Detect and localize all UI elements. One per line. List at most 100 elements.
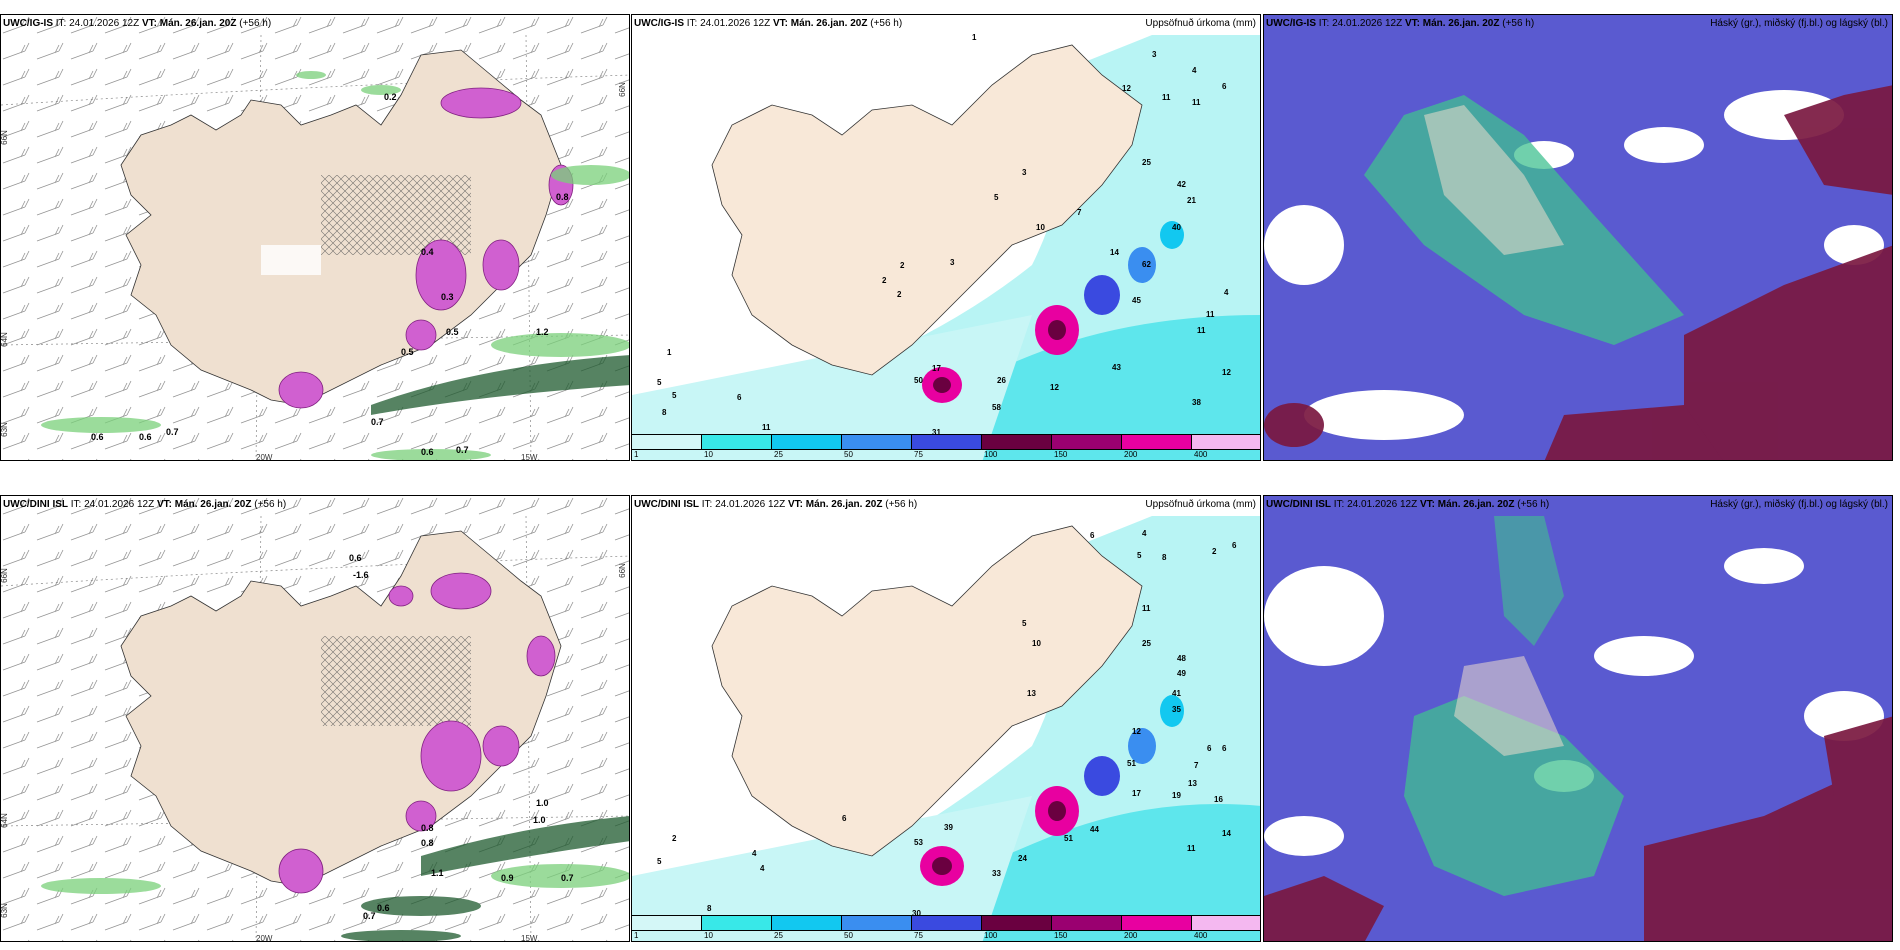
svg-text:11: 11 [762, 423, 771, 432]
svg-text:5: 5 [657, 857, 662, 866]
svg-text:2: 2 [882, 276, 887, 285]
cloud-map [1264, 496, 1892, 941]
svg-text:14: 14 [1222, 829, 1231, 838]
legend-label: 1 [634, 931, 639, 940]
svg-text:16: 16 [1214, 795, 1223, 804]
lon-label-20w: 20W [256, 453, 273, 461]
legend-swatch [632, 915, 702, 931]
legend-swatch [842, 434, 912, 450]
svg-text:4: 4 [752, 849, 757, 858]
legend-label: 200 [1124, 931, 1138, 940]
lat-label-66n: 66N [0, 568, 9, 583]
svg-text:31: 31 [932, 428, 941, 437]
precip-legend [632, 434, 1260, 450]
svg-text:21: 21 [1187, 196, 1196, 205]
svg-text:0.6: 0.6 [139, 432, 152, 442]
svg-text:1.0: 1.0 [533, 815, 546, 825]
svg-text:0.7: 0.7 [371, 417, 384, 427]
legend-label: 100 [984, 931, 998, 940]
panel-top-cloud: UWC/IG-IS IT: 24.01.2026 12Z VT: Mán. 26… [1263, 14, 1893, 461]
precip-legend [632, 915, 1260, 931]
panel-bottom-wind: UWC/DINI ISL IT: 24.01.2026 12Z VT: Mán.… [0, 495, 630, 942]
svg-text:6: 6 [1222, 82, 1227, 91]
svg-text:3: 3 [1152, 50, 1157, 59]
svg-text:25: 25 [1142, 639, 1151, 648]
svg-text:0.7: 0.7 [363, 911, 376, 921]
cloud-title: Háský (gr.), miðský (fj.bl.) og lágský (… [1710, 18, 1888, 29]
legend-swatch [1192, 434, 1260, 450]
precip-map: 6 4 2 6 5 8 11 25 48 49 41 35 12 51 17 1… [632, 496, 1260, 941]
svg-text:2: 2 [900, 261, 905, 270]
svg-text:11: 11 [1197, 326, 1206, 335]
svg-text:0.5: 0.5 [401, 347, 414, 357]
svg-text:0.6: 0.6 [349, 553, 362, 563]
panel-title: UWC/DINI ISL IT: 24.01.2026 12Z VT: Mán.… [3, 499, 287, 510]
svg-text:5: 5 [1137, 551, 1142, 560]
legend-swatch [772, 915, 842, 931]
svg-text:-1.6: -1.6 [353, 570, 369, 580]
panel-title: UWC/IG-IS IT: 24.01.2026 12Z VT: Mán. 26… [634, 18, 903, 29]
svg-text:17: 17 [1132, 789, 1141, 798]
svg-text:8: 8 [662, 408, 667, 417]
svg-text:0.2: 0.2 [384, 92, 397, 102]
svg-text:0.6: 0.6 [91, 432, 104, 442]
svg-text:39: 39 [944, 823, 953, 832]
legend-swatch [1052, 434, 1122, 450]
svg-text:12: 12 [1222, 368, 1231, 377]
legend-swatch [912, 915, 982, 931]
precip-title: Uppsöfnuð úrkoma (mm) [1145, 499, 1256, 510]
lat-label-64n: 64N [0, 813, 9, 828]
legend-label: 150 [1054, 450, 1068, 459]
svg-text:62: 62 [1142, 260, 1151, 269]
svg-text:0.9: 0.9 [501, 873, 514, 883]
svg-text:0.7: 0.7 [456, 445, 469, 455]
lat-label-63n: 63N [0, 903, 9, 918]
legend-swatch [702, 434, 772, 450]
legend-swatch [982, 915, 1052, 931]
svg-text:51: 51 [1064, 834, 1073, 843]
legend-label: 25 [774, 931, 783, 940]
svg-text:8: 8 [1162, 553, 1167, 562]
legend-swatch [982, 434, 1052, 450]
svg-text:6: 6 [1232, 541, 1237, 550]
svg-text:43: 43 [1112, 363, 1121, 372]
svg-text:0.3: 0.3 [441, 292, 454, 302]
svg-text:4: 4 [1224, 288, 1229, 297]
svg-text:1.0: 1.0 [536, 798, 549, 808]
svg-text:12: 12 [1132, 727, 1141, 736]
panel-bottom-cloud: UWC/DINI ISL IT: 24.01.2026 12Z VT: Mán.… [1263, 495, 1893, 942]
svg-text:3: 3 [1022, 168, 1027, 177]
svg-text:10: 10 [1032, 639, 1041, 648]
svg-text:6: 6 [842, 814, 847, 823]
svg-text:40: 40 [1172, 223, 1181, 232]
legend-label: 50 [844, 931, 853, 940]
lat-label-63n: 63N [0, 422, 9, 437]
precip-legend-labels: 1 10 25 50 75 100 150 200 400 [632, 931, 1260, 941]
svg-text:0.6: 0.6 [377, 903, 390, 913]
legend-swatch [1192, 915, 1260, 931]
legend-label: 10 [704, 450, 713, 459]
lon-label-15w: 15W [521, 934, 538, 942]
panel-title: UWC/DINI ISL IT: 24.01.2026 12Z VT: Mán.… [634, 499, 918, 510]
svg-text:4: 4 [760, 864, 765, 873]
lon-label-20w: 20W [256, 934, 273, 942]
svg-text:2: 2 [897, 290, 902, 299]
lon-label-15w: 15W [521, 453, 538, 461]
svg-text:0.8: 0.8 [421, 838, 434, 848]
svg-text:5: 5 [672, 391, 677, 400]
svg-text:24: 24 [1018, 854, 1027, 863]
svg-text:45: 45 [1132, 296, 1141, 305]
lat-label-66n-right: 66N [617, 563, 627, 578]
legend-label: 10 [704, 931, 713, 940]
svg-text:11: 11 [1187, 844, 1196, 853]
legend-label: 100 [984, 450, 998, 459]
svg-text:0.7: 0.7 [561, 873, 574, 883]
panel-bottom-precip: UWC/DINI ISL IT: 24.01.2026 12Z VT: Mán.… [631, 495, 1261, 942]
svg-text:48: 48 [1177, 654, 1186, 663]
svg-text:35: 35 [1172, 705, 1181, 714]
svg-text:0.4: 0.4 [421, 247, 434, 257]
legend-swatch [1122, 915, 1192, 931]
lat-label-66n-right: 66N [617, 82, 627, 97]
svg-text:13: 13 [1188, 779, 1197, 788]
svg-text:2: 2 [672, 834, 677, 843]
